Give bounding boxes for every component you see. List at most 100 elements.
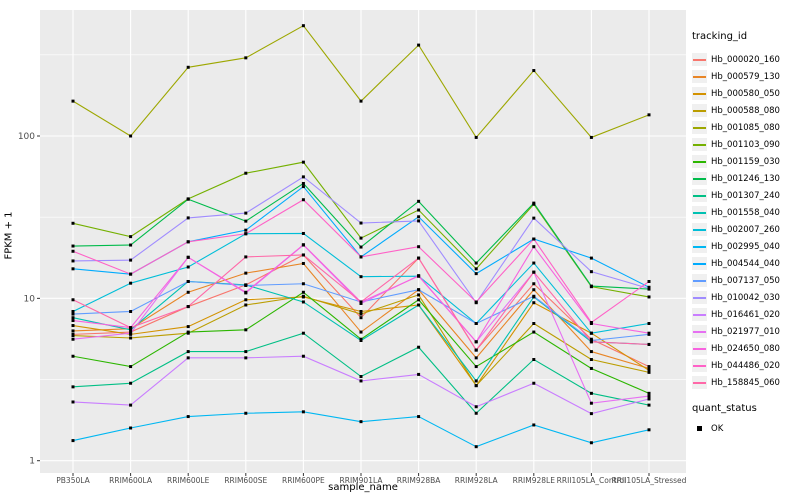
y-tick-label: 10 xyxy=(24,294,36,304)
data-point xyxy=(359,312,363,316)
legend-key-swatch xyxy=(692,325,707,338)
legend-key-swatch xyxy=(692,257,707,270)
data-point xyxy=(417,245,421,249)
legend-item-label: Hb_001246_130 xyxy=(711,173,780,184)
data-point xyxy=(532,261,536,265)
data-point xyxy=(359,275,363,279)
data-point xyxy=(129,331,133,335)
data-point xyxy=(474,405,478,409)
data-point xyxy=(71,324,75,328)
data-point xyxy=(71,309,75,313)
data-point xyxy=(647,365,651,369)
data-point xyxy=(532,321,536,325)
data-point xyxy=(301,24,305,28)
data-point xyxy=(71,99,75,103)
legend-item-Hb_001307_240: Hb_001307_240 xyxy=(692,187,798,204)
data-point xyxy=(301,175,305,179)
legend: tracking_id Hb_000020_160 Hb_000579_130 Hb… xyxy=(692,31,798,436)
data-point xyxy=(474,135,478,139)
data-point xyxy=(129,281,133,285)
data-point xyxy=(647,370,651,374)
data-point xyxy=(589,350,593,354)
data-point xyxy=(129,258,133,262)
legend-item-label: Hb_024650_080 xyxy=(711,343,780,354)
legend-key-swatch xyxy=(692,376,707,389)
data-point xyxy=(359,221,363,225)
data-point xyxy=(532,282,536,286)
data-point xyxy=(532,216,536,220)
data-point xyxy=(301,160,305,164)
data-point xyxy=(244,219,248,223)
legend-item-label: Hb_021977_010 xyxy=(711,326,780,337)
legend-key-line-icon xyxy=(693,92,706,95)
data-point xyxy=(244,283,248,287)
data-point xyxy=(474,272,478,276)
data-point xyxy=(129,235,133,239)
data-point xyxy=(647,321,651,325)
data-point xyxy=(71,319,75,323)
legend-items: Hb_000020_160 Hb_000579_130 Hb_000580_050 H… xyxy=(692,51,798,391)
legend-item-Hb_001246_130: Hb_001246_130 xyxy=(692,170,798,187)
legend-item-Hb_024650_080: Hb_024650_080 xyxy=(692,340,798,357)
legend-key-swatch xyxy=(692,70,707,83)
panel-background xyxy=(40,10,686,473)
x-tick-label: RRIM928LA xyxy=(455,476,499,485)
data-point xyxy=(186,255,190,259)
legend-key-line-icon xyxy=(693,262,706,265)
data-point xyxy=(417,345,421,349)
legend-key-line-icon xyxy=(693,58,706,61)
data-point xyxy=(301,231,305,235)
data-point xyxy=(474,340,478,344)
data-point xyxy=(186,197,190,201)
legend-item-label: Hb_001159_030 xyxy=(711,156,780,167)
data-point xyxy=(417,298,421,302)
data-point xyxy=(359,245,363,249)
legend-key-swatch xyxy=(692,308,707,321)
legend-item-Hb_010042_030: Hb_010042_030 xyxy=(692,289,798,306)
data-point xyxy=(71,439,75,443)
x-tick-label: RRIM600LA xyxy=(109,476,153,485)
data-point xyxy=(417,288,421,292)
data-point xyxy=(589,366,593,370)
data-point xyxy=(474,261,478,265)
legend-key-swatch xyxy=(692,223,707,236)
legend-item-Hb_001085_080: Hb_001085_080 xyxy=(692,119,798,136)
legend-key-swatch xyxy=(692,206,707,219)
data-point xyxy=(359,309,363,313)
data-point xyxy=(589,320,593,324)
data-point xyxy=(244,356,248,360)
data-point xyxy=(589,340,593,344)
data-point xyxy=(129,403,133,407)
legend-item-Hb_000579_130: Hb_000579_130 xyxy=(692,68,798,85)
data-point xyxy=(129,381,133,385)
data-point xyxy=(647,391,651,395)
legend-item-Hb_021977_010: Hb_021977_010 xyxy=(692,323,798,340)
legend-item-label: Hb_001103_090 xyxy=(711,139,780,150)
legend-item-label: Hb_001558_040 xyxy=(711,207,780,218)
data-point xyxy=(417,274,421,278)
data-point xyxy=(129,243,133,247)
y-tick-label: 100 xyxy=(18,132,35,142)
data-point xyxy=(589,331,593,335)
data-point xyxy=(71,354,75,358)
data-point xyxy=(244,328,248,332)
legend-item-Hb_044486_020: Hb_044486_020 xyxy=(692,357,798,374)
data-point xyxy=(301,354,305,358)
legend-key-swatch xyxy=(692,53,707,66)
data-point xyxy=(359,375,363,379)
legend-key-line-icon xyxy=(693,160,706,163)
data-point xyxy=(647,342,651,346)
data-point xyxy=(417,303,421,307)
data-point xyxy=(71,249,75,253)
y-tick-label: 1 xyxy=(29,457,35,467)
legend-item-label: Hb_001307_240 xyxy=(711,190,780,201)
data-point xyxy=(244,211,248,215)
data-point xyxy=(359,420,363,424)
legend-item-label: Hb_010042_030 xyxy=(711,292,780,303)
legend-item-Hb_000588_080: Hb_000588_080 xyxy=(692,102,798,119)
legend-key-line-icon xyxy=(693,126,706,129)
legend-key-swatch xyxy=(692,342,707,355)
quant-status-label: OK xyxy=(711,423,724,434)
data-point xyxy=(244,411,248,415)
legend-item-Hb_002995_040: Hb_002995_040 xyxy=(692,238,798,255)
